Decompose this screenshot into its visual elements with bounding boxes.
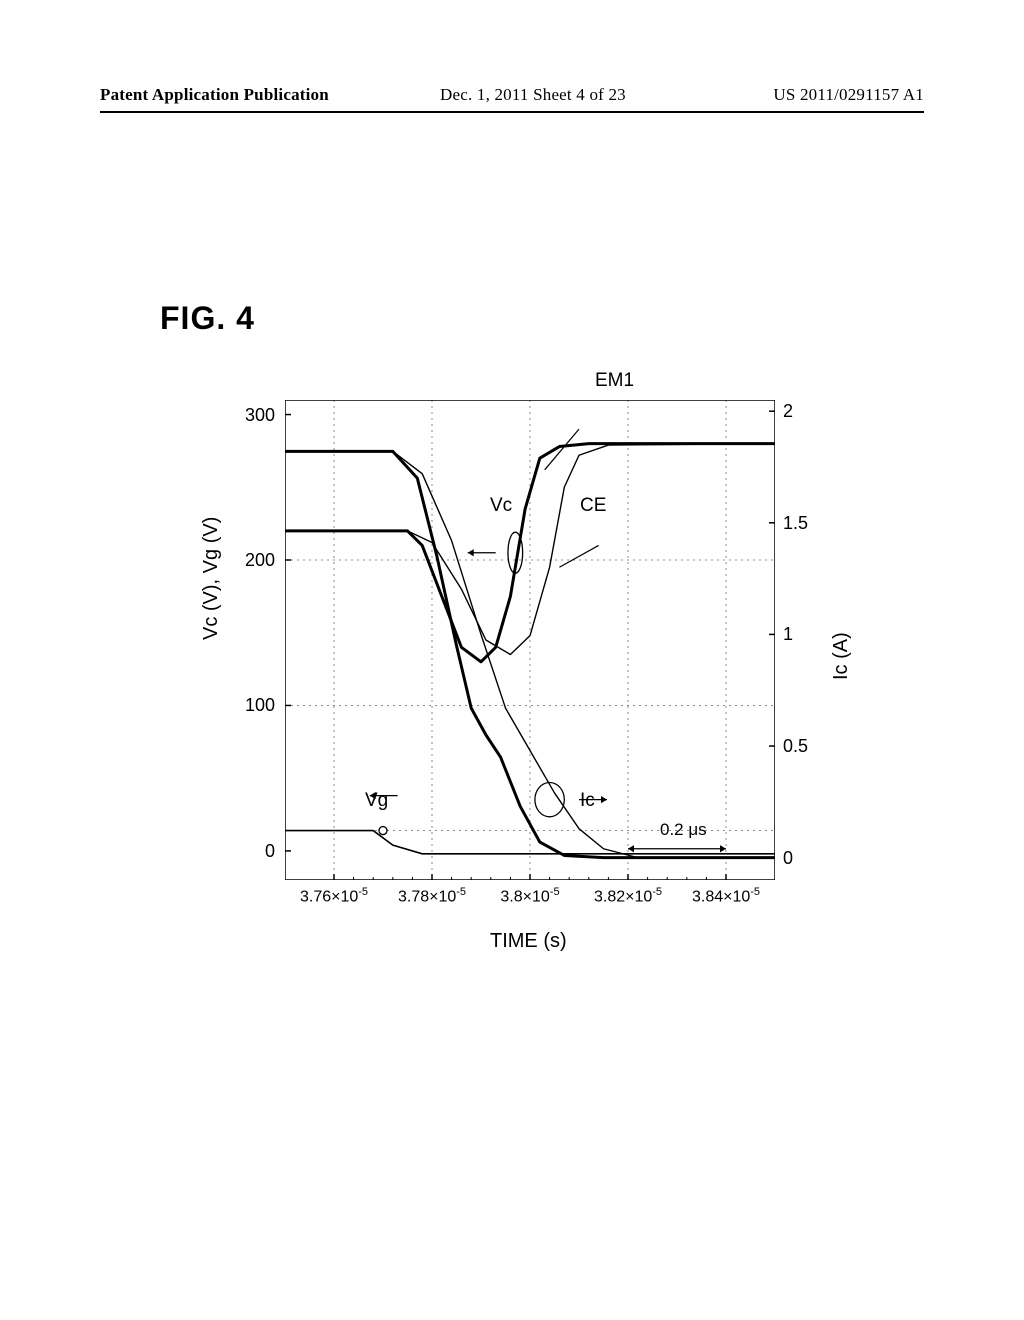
ytick-right: 0 [783, 848, 793, 869]
header-title: Patent Application Publication [100, 85, 329, 105]
xtick: 3.84×10-5 [681, 886, 771, 906]
label-ce: CE [580, 495, 606, 517]
xtick: 3.78×10-5 [387, 886, 477, 906]
x-axis-label: TIME (s) [490, 930, 567, 953]
ytick-left: 100 [225, 695, 275, 716]
y-axis-label-right: Ic (A) [830, 632, 853, 680]
label-vc: Vc [490, 495, 512, 517]
header-center: Dec. 1, 2011 Sheet 4 of 23 [440, 85, 626, 105]
ytick-left: 300 [225, 405, 275, 426]
xtick: 3.82×10-5 [583, 886, 673, 906]
ytick-right: 1.5 [783, 513, 808, 534]
ytick-right: 1 [783, 624, 793, 645]
label-dt: 0.2 μs [660, 820, 707, 840]
ytick-left: 200 [225, 550, 275, 571]
chart [285, 400, 775, 880]
page-header: Patent Application Publication Dec. 1, 2… [100, 85, 924, 113]
chart-svg [285, 400, 775, 880]
xtick: 3.76×10-5 [289, 886, 379, 906]
label-em1: EM1 [595, 370, 634, 392]
y-axis-label-left: Vc (V), Vg (V) [200, 517, 223, 640]
label-ic: Ic [580, 790, 595, 812]
page: Patent Application Publication Dec. 1, 2… [0, 0, 1024, 1320]
label-vg: Vg [365, 790, 388, 812]
header-pubno: US 2011/0291157 A1 [773, 85, 924, 105]
ytick-right: 0.5 [783, 736, 808, 757]
xtick: 3.8×10-5 [485, 886, 575, 906]
ytick-left: 0 [225, 841, 275, 862]
ytick-right: 2 [783, 401, 793, 422]
figure-title: FIG. 4 [160, 300, 255, 337]
